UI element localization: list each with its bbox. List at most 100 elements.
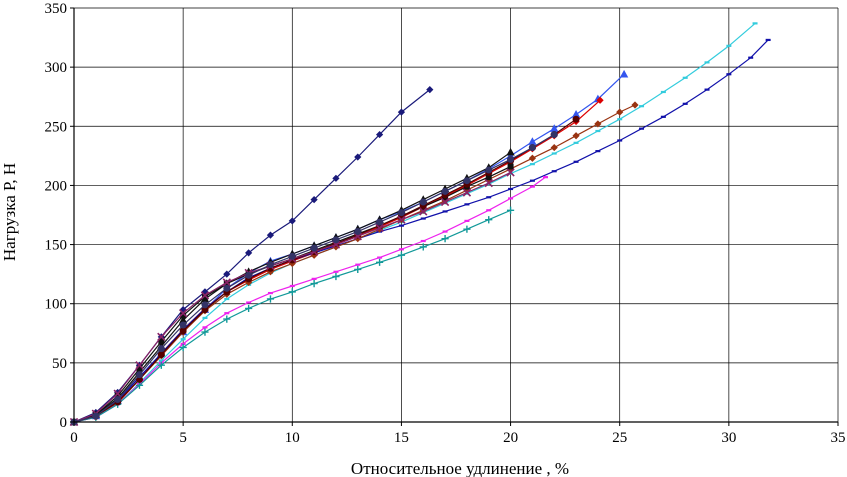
x-tick-label: 20	[503, 430, 518, 446]
x-tick-label: 10	[285, 430, 300, 446]
data-point-circle	[419, 198, 427, 206]
data-point-circle	[441, 187, 449, 195]
data-point-triangle	[619, 69, 629, 78]
data-point-plus	[506, 206, 515, 214]
data-point-triangle	[550, 124, 559, 132]
data-point-circle	[135, 371, 143, 379]
data-point-diamond	[596, 96, 604, 104]
data-point-diamond	[354, 153, 362, 161]
data-point-circle	[528, 144, 536, 152]
y-tick-label: 0	[60, 415, 68, 431]
x-tick-label: 30	[721, 430, 736, 446]
data-point-x	[397, 215, 406, 224]
data-point-x	[484, 178, 493, 188]
y-axis-title: Нагрузка Р, Н	[0, 163, 19, 261]
data-point-plus	[376, 258, 384, 266]
data-point-triangle	[571, 110, 581, 118]
data-point-circle	[179, 327, 187, 335]
data-point-circle	[288, 252, 296, 260]
series-line	[73, 22, 756, 423]
series-series-6	[71, 176, 548, 424]
data-point-diamond	[572, 132, 580, 140]
x-axis-title: Относительное удлинение , %	[351, 459, 569, 477]
y-tick-label: 350	[45, 1, 68, 17]
data-point-diamond	[376, 225, 384, 233]
data-point-circle	[92, 412, 100, 420]
y-tick-label: 50	[52, 356, 67, 372]
data-point-circle	[572, 115, 580, 123]
data-point-x	[506, 168, 515, 177]
data-point-plus	[463, 225, 471, 233]
y-tick-label: 250	[45, 119, 68, 135]
data-point-diamond	[201, 288, 209, 296]
data-point-circle	[376, 218, 384, 226]
data-point-circle	[179, 321, 187, 329]
data-point-plus	[441, 235, 449, 243]
data-point-circle	[201, 301, 209, 309]
data-point-plus	[485, 216, 493, 224]
data-point-diamond	[310, 251, 318, 259]
data-point-square	[136, 365, 143, 372]
data-point-plus	[201, 328, 209, 336]
data-point-circle	[310, 244, 318, 252]
data-point-circle	[397, 209, 405, 217]
data-point-diamond	[631, 101, 639, 109]
data-point-square	[201, 293, 208, 300]
data-point-diamond	[550, 143, 558, 152]
data-point-diamond	[426, 86, 434, 94]
data-point-plus	[245, 304, 253, 313]
data-point-diamond	[616, 108, 624, 116]
data-point-diamond	[528, 154, 536, 162]
data-point-x	[440, 197, 450, 207]
data-point-diamond	[288, 217, 296, 225]
data-point-circle	[507, 155, 515, 163]
data-point-square	[114, 392, 121, 399]
data-point-diamond	[332, 174, 340, 182]
x-tick-label: 5	[179, 430, 187, 446]
data-point-square	[180, 312, 187, 319]
data-point-triangle	[528, 137, 537, 145]
data-point-x	[157, 332, 166, 341]
x-tick-label: 15	[394, 430, 409, 446]
data-point-circle	[485, 166, 493, 174]
data-point-square	[158, 338, 165, 345]
data-point-plus	[354, 265, 362, 274]
x-tick-label: 0	[70, 430, 78, 446]
data-point-x	[462, 188, 472, 197]
y-tick-label: 100	[45, 297, 68, 313]
y-tick-label: 150	[45, 238, 68, 254]
data-point-plus	[397, 251, 406, 259]
data-point-x	[375, 223, 384, 233]
data-point-x	[200, 291, 210, 300]
data-point-plus	[288, 288, 296, 296]
series-series-13	[70, 131, 558, 426]
data-point-circle	[332, 236, 340, 244]
data-point-diamond	[245, 249, 253, 257]
data-point-plus	[419, 243, 427, 251]
data-point-circle	[157, 351, 165, 359]
data-point-plus	[157, 361, 165, 369]
data-point-square	[223, 280, 230, 287]
x-tick-label: 35	[831, 430, 846, 446]
data-point-triangle	[178, 315, 188, 324]
data-point-plus	[332, 272, 340, 281]
data-point-circle	[266, 261, 274, 269]
data-point-diamond	[397, 108, 406, 116]
data-point-diamond	[179, 306, 187, 314]
data-point-square	[507, 163, 514, 170]
data-point-diamond	[266, 231, 275, 239]
data-point-diamond	[376, 130, 384, 139]
data-point-square	[485, 174, 492, 181]
data-point-circle	[550, 131, 558, 139]
data-point-circle	[354, 228, 362, 236]
data-point-diamond	[310, 196, 318, 204]
data-point-x	[419, 207, 428, 216]
data-point-x	[178, 309, 188, 318]
data-point-diamond	[223, 270, 231, 278]
data-point-plus	[223, 315, 231, 323]
data-point-plus	[266, 295, 275, 303]
data-point-plus	[179, 343, 187, 352]
